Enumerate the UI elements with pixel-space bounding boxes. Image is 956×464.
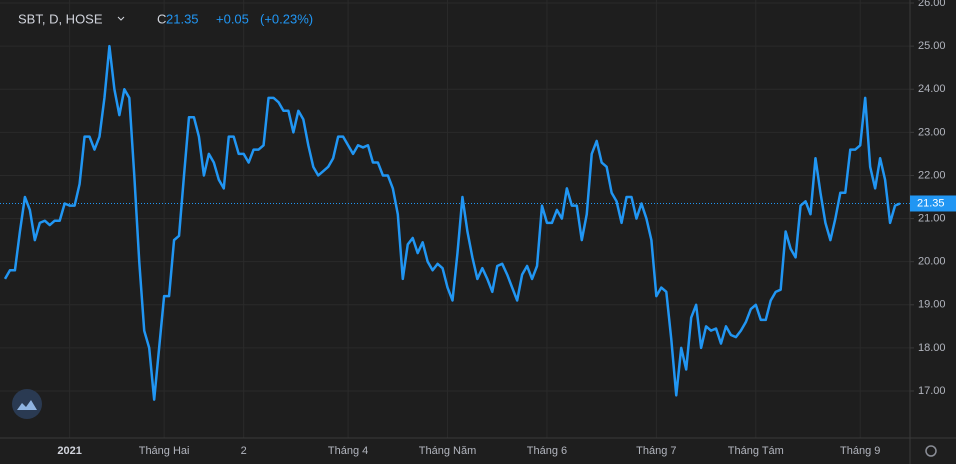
y-tick-label: 19.00 (918, 299, 946, 311)
plot (0, 44, 910, 401)
grid (0, 0, 910, 438)
change: +0.05 (216, 11, 249, 26)
x-tick-label: Tháng Tám (728, 445, 784, 457)
x-tick-label: Tháng Hai (139, 445, 190, 457)
x-tick-label: Tháng 9 (840, 445, 880, 457)
y-tick-label: 23.00 (918, 126, 946, 138)
settings[interactable] (925, 445, 937, 457)
logo-circle[interactable] (12, 389, 42, 419)
y-tick-label: 21.00 (918, 212, 946, 224)
y-tick-label: 25.00 (918, 40, 946, 52)
logo[interactable] (12, 389, 42, 419)
y-tick-label: 24.00 (918, 83, 946, 95)
y-tick-label: 20.00 (918, 256, 946, 268)
close-prefix: C (157, 11, 166, 26)
x-tick-label: 2 (241, 445, 247, 457)
y-tick-label: 22.00 (918, 169, 946, 181)
y-tick-label: 17.00 (918, 385, 946, 397)
y-tick-label: 26.00 (918, 0, 946, 9)
close-value: 21.35 (166, 11, 199, 26)
x-tick-label: Tháng 6 (527, 445, 567, 457)
change-pct: (+0.23%) (260, 11, 313, 26)
y-tick-label: 18.00 (918, 342, 946, 354)
x-tick-label: Tháng Năm (419, 445, 476, 457)
last-price-tag (910, 195, 956, 212)
price-line (3, 44, 901, 401)
symbol[interactable]: SBT, D, HOSE (18, 11, 103, 26)
x-tick-label: Tháng 4 (328, 445, 368, 457)
x-tick-label: 2021 (57, 445, 81, 457)
x-tick-label: Tháng 7 (636, 445, 676, 457)
logo-icon[interactable] (17, 400, 37, 410)
symbol-dropdown[interactable] (117, 16, 125, 21)
settings-icon[interactable] (925, 445, 937, 457)
last-price-label: 21.35 (917, 197, 945, 209)
